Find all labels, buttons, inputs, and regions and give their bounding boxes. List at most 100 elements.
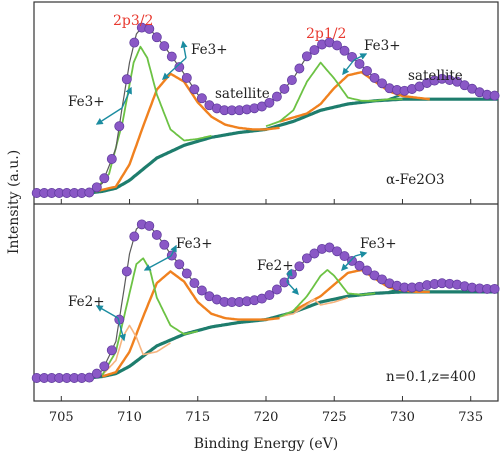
data-point — [151, 32, 162, 43]
x-axis: 705 710 715 720 725 730 735 — [49, 199, 483, 425]
data-point — [347, 255, 357, 266]
panel-alpha-fe2o3 — [31, 22, 500, 198]
data-point — [354, 260, 365, 271]
annotation-arrow — [117, 317, 126, 342]
data-point — [362, 65, 372, 76]
label-fe3-top-a: Fe3+ — [68, 94, 105, 110]
label-fe3-bot-b: Fe3+ — [360, 236, 397, 252]
data-point — [91, 182, 102, 193]
data-point — [181, 72, 192, 83]
y-axis-title: Intensity (a.u.) — [6, 150, 22, 254]
data-point — [294, 261, 305, 272]
label-fe2-bot-a: Fe2+ — [68, 294, 105, 310]
annotation-arrow — [354, 251, 368, 258]
data-point — [339, 45, 350, 56]
data-point — [129, 37, 140, 48]
annotation-arrow — [180, 40, 188, 59]
data-point — [144, 220, 155, 231]
data-point — [279, 83, 290, 94]
data-point — [301, 253, 312, 264]
label-fe3-top-c: Fe3+ — [364, 38, 401, 54]
series-fe3-2p12-main — [279, 269, 376, 318]
label-fe3-bot-a: Fe3+ — [176, 236, 213, 252]
data-point — [196, 285, 207, 296]
label-satellite-a: satellite — [215, 86, 270, 102]
data-point — [489, 90, 500, 101]
data-point — [279, 277, 290, 288]
series-fe3-2p32-main — [94, 45, 212, 191]
data-point — [106, 345, 117, 356]
data-point — [271, 91, 282, 102]
data-point — [114, 121, 125, 132]
label-satellite-b: satellite — [408, 68, 463, 84]
data-point — [264, 290, 275, 301]
x-tick-label: 715 — [185, 410, 210, 425]
data-point — [121, 266, 132, 277]
data-point — [189, 84, 200, 95]
data-point — [151, 229, 162, 240]
label-2p32: 2p3/2 — [113, 13, 153, 29]
annotation-arrow — [121, 86, 132, 109]
data-point — [489, 283, 500, 294]
data-point — [106, 154, 117, 164]
series-fe3-2p32-satellite — [101, 270, 280, 378]
data-point — [332, 40, 342, 51]
data-point — [129, 231, 140, 242]
annotation-arrow — [285, 268, 293, 283]
label-fe2-bot-b: Fe2+ — [257, 258, 294, 274]
data-point — [99, 361, 110, 372]
data-point — [339, 251, 350, 262]
sample-label-top: α-Fe2O3 — [386, 172, 445, 188]
annotation-arrows — [95, 40, 368, 342]
data-point — [309, 248, 320, 259]
annotation-arrow — [95, 305, 119, 319]
x-tick-label: 730 — [390, 410, 415, 425]
x-tick-label: 705 — [49, 410, 74, 425]
data-point — [189, 278, 200, 289]
x-tick-label: 735 — [458, 410, 483, 425]
data-point — [301, 51, 312, 62]
series-fe2-2p32 — [101, 324, 171, 376]
data-point — [174, 259, 185, 270]
data-point — [181, 268, 192, 279]
data-point — [309, 45, 320, 56]
annotation-arrow — [353, 53, 368, 61]
data-point — [294, 63, 305, 74]
data-point — [144, 23, 155, 34]
series-fe3-2p12-satellite — [279, 71, 430, 123]
data-point — [196, 93, 207, 104]
series-fe3-2p12-main — [265, 61, 403, 128]
data-point — [159, 239, 170, 250]
x-tick-label: 710 — [117, 410, 142, 425]
x-axis-title: Binding Energy (eV) — [194, 436, 339, 452]
x-tick-label: 725 — [322, 410, 347, 425]
label-fe3-top-b: Fe3+ — [191, 42, 228, 58]
annotation-arrow — [161, 57, 187, 80]
label-2p12: 2p1/2 — [306, 26, 346, 42]
data-point — [99, 173, 110, 184]
x-tick-label: 720 — [254, 410, 279, 425]
panel-n01-z400 — [31, 219, 500, 383]
data-point — [91, 368, 102, 379]
data-point — [174, 62, 185, 73]
annotation-arrow — [95, 107, 123, 125]
data-point — [362, 265, 372, 276]
annotation-arrow — [341, 255, 356, 272]
data-point — [369, 72, 380, 83]
data-point — [354, 58, 365, 69]
data-point — [377, 78, 387, 89]
annotation-arrow — [286, 281, 299, 296]
annotation-arrow — [170, 244, 177, 257]
annotation-arrow — [143, 255, 172, 271]
series-fe2-2p12 — [279, 296, 349, 318]
series-fe3-2p32-satellite — [95, 72, 280, 193]
data-point — [159, 41, 170, 52]
data-point — [264, 97, 275, 108]
data-point — [271, 284, 282, 295]
data-point — [332, 246, 342, 257]
data-point — [286, 75, 297, 86]
annotation-arrow — [342, 59, 355, 76]
data-point — [121, 74, 132, 85]
data-point — [84, 187, 95, 198]
